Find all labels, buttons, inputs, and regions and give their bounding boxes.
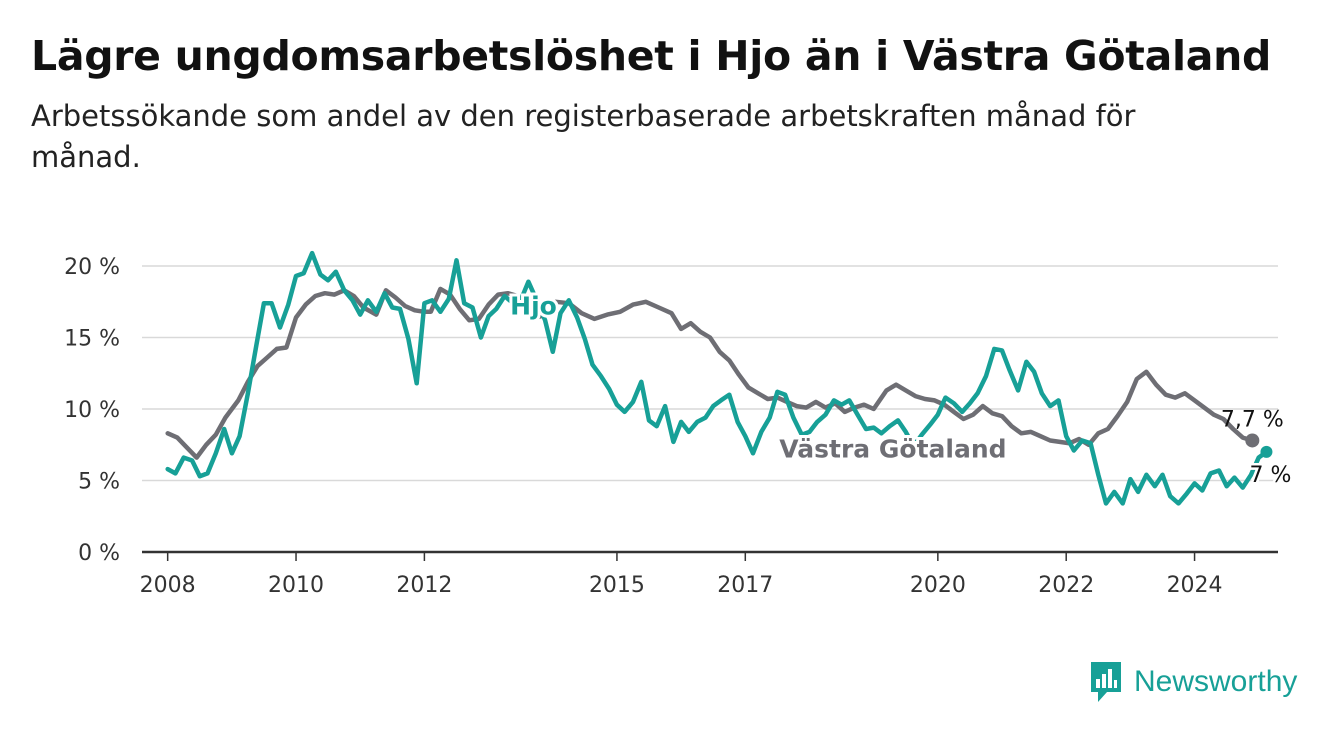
- end-point-marker: [1260, 445, 1273, 458]
- series-labels: 7,7 % 7 % Hjo Västra Götaland: [507, 289, 1294, 491]
- x-tick-label: 2017: [717, 573, 773, 598]
- series-lines: [165, 250, 1269, 506]
- x-tick-label: 2024: [1167, 573, 1223, 598]
- y-axis-tick-labels: 0 % 5 % 10 % 15 % 20 %: [64, 255, 120, 566]
- x-axis: 2008 2010 2012 2015 2017 2020 2022 2024: [140, 550, 1278, 598]
- end-value-label: 7,7 %: [1221, 407, 1284, 432]
- newsworthy-logo-icon: [1091, 662, 1121, 702]
- x-tick-label: 2022: [1038, 573, 1094, 598]
- x-tick-label: 2012: [396, 573, 452, 598]
- series-line-v-stra-g-taland: [165, 286, 1255, 460]
- series-line-hjo: [165, 250, 1269, 506]
- end-point-marker: [1245, 433, 1260, 448]
- x-tick-label: 2008: [140, 573, 196, 598]
- newsworthy-logo: Newsworthy: [1088, 660, 1297, 704]
- y-tick-label: 15 %: [64, 327, 120, 352]
- series-name-label: Västra Götaland: [779, 435, 1006, 464]
- x-tick-label: 2020: [910, 573, 966, 598]
- end-value-label: 7 %: [1249, 463, 1291, 488]
- y-tick-label: 20 %: [64, 255, 120, 280]
- y-tick-label: 5 %: [78, 470, 120, 495]
- newsworthy-brand-name: Newsworthy: [1134, 665, 1298, 698]
- series-name-label: Hjo: [510, 292, 557, 321]
- chart-title: Lägre ungdomsarbetslöshet i Hjo än i Väs…: [31, 32, 1272, 80]
- chart-subtitle: Arbetssökande som andel av den registerb…: [31, 99, 1136, 174]
- x-tick-label: 2015: [589, 573, 645, 598]
- y-tick-label: 0 %: [78, 541, 120, 566]
- y-tick-label: 10 %: [64, 398, 120, 423]
- x-tick-label: 2010: [268, 573, 324, 598]
